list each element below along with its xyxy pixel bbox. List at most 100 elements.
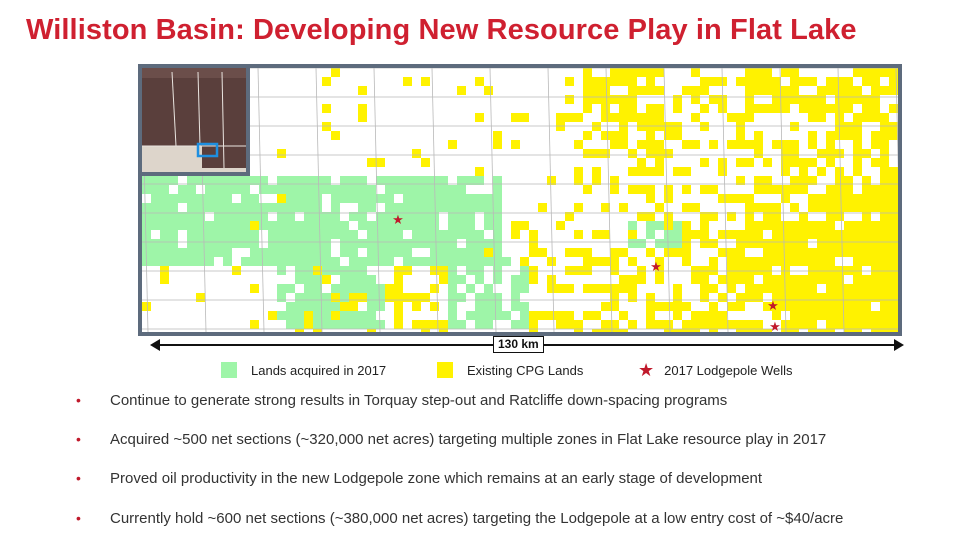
acquired-land-cell [250,230,259,239]
existing-land-cell [817,248,826,257]
acquired-land-cell [160,239,169,248]
existing-land-cell [736,329,745,332]
acquired-land-cell [484,302,493,311]
existing-land-cell [412,149,421,158]
acquired-land-cell [466,266,475,275]
existing-land-cell [880,203,889,212]
existing-land-cell [754,131,763,140]
existing-land-cell [799,95,808,104]
existing-land-cell [799,221,808,230]
acquired-land-cell [313,257,322,266]
well-star-icon: ★ [650,260,662,275]
existing-land-cell [745,86,754,95]
existing-land-cell [799,212,808,221]
existing-land-cell [709,95,718,104]
acquired-land-cell [520,320,529,329]
existing-land-cell [880,167,889,176]
existing-land-cell [646,113,655,122]
existing-land-cell [322,104,331,113]
existing-land-cell [880,302,889,311]
existing-land-cell [709,266,718,275]
existing-land-cell [736,239,745,248]
existing-land-cell [565,77,574,86]
existing-land-cell [601,104,610,113]
existing-land-cell [853,95,862,104]
acquired-land-cell [322,185,331,194]
existing-land-cell [772,77,781,86]
existing-land-cell [817,275,826,284]
existing-land-cell [871,239,880,248]
existing-land-cell [754,203,763,212]
existing-land-cell [673,95,682,104]
acquired-land-cell [169,212,178,221]
legend-item-existing: Existing CPG Lands [437,361,583,379]
existing-land-cell [763,212,772,221]
existing-land-cell [826,77,835,86]
existing-land-cell [691,266,700,275]
existing-land-cell [835,203,844,212]
existing-land-cell [853,221,862,230]
acquired-land-cell [466,221,475,230]
existing-land-cell [808,131,817,140]
acquired-land-cell [142,212,151,221]
acquired-land-cell [250,203,259,212]
existing-land-cell [817,104,826,113]
existing-land-cell [664,194,673,203]
existing-land-cell [727,113,736,122]
acquired-land-cell [511,275,520,284]
existing-land-cell [349,293,358,302]
acquired-land-cell [295,293,304,302]
acquired-land-cell [385,257,394,266]
acquired-land-cell [439,230,448,239]
existing-land-cell [439,266,448,275]
existing-land-cell [808,275,817,284]
existing-land-cell [610,68,619,77]
existing-land-cell [844,320,853,329]
existing-land-cell [439,320,448,329]
acquired-land-cell [178,257,187,266]
existing-land-cell [574,140,583,149]
existing-land-cell [736,194,745,203]
existing-land-cell [799,167,808,176]
existing-land-cell [754,221,763,230]
acquired-land-cell [376,293,385,302]
existing-land-cell [718,230,727,239]
acquired-land-cell [277,248,286,257]
existing-land-cell [574,176,583,185]
existing-land-cell [583,86,592,95]
township-grid [142,68,898,332]
acquired-land-cell [655,239,664,248]
acquired-land-cell [493,230,502,239]
acquired-land-cell [394,221,403,230]
acquired-land-cell [277,293,286,302]
existing-land-cell [889,284,898,293]
acquired-land-cell [340,311,349,320]
existing-land-cell [646,248,655,257]
existing-land-cell [691,68,700,77]
existing-land-cell [700,320,709,329]
existing-land-cell [763,68,772,77]
acquired-land-cell [151,248,160,257]
existing-land-cell [619,311,628,320]
existing-land-cell [799,275,808,284]
existing-land-cell [745,77,754,86]
acquired-land-cell [448,203,457,212]
acquired-land-cell [403,176,412,185]
acquired-land-cell [484,320,493,329]
existing-land-cell [790,185,799,194]
existing-land-cell [844,176,853,185]
existing-land-cell [601,86,610,95]
existing-land-cell [700,275,709,284]
existing-land-cell [844,239,853,248]
existing-land-cell [745,95,754,104]
existing-land-cell [889,275,898,284]
existing-land-cell [853,140,862,149]
existing-land-cell [835,311,844,320]
existing-land-cell [628,230,637,239]
existing-land-cell [682,248,691,257]
existing-land-cell [619,329,628,332]
existing-land-cell [313,266,322,275]
acquired-land-cell [160,230,169,239]
existing-land-cell [682,185,691,194]
existing-land-cell [862,275,871,284]
